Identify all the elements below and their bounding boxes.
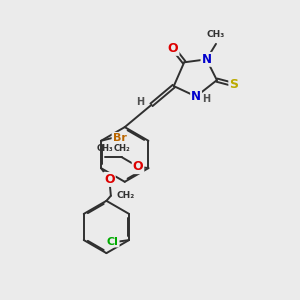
Text: N: N — [191, 90, 201, 103]
Text: N: N — [202, 53, 212, 66]
Text: O: O — [133, 160, 143, 173]
Text: CH₂: CH₂ — [116, 191, 134, 200]
Text: Br: Br — [112, 133, 126, 143]
Text: CH₂: CH₂ — [113, 144, 130, 153]
Text: O: O — [104, 173, 115, 186]
Text: CH₃: CH₃ — [207, 30, 225, 39]
Text: Cl: Cl — [107, 236, 118, 247]
Text: H: H — [136, 98, 144, 107]
Text: O: O — [168, 42, 178, 55]
Text: H: H — [202, 94, 211, 104]
Text: S: S — [229, 78, 238, 91]
Text: CH₃: CH₃ — [97, 144, 114, 153]
